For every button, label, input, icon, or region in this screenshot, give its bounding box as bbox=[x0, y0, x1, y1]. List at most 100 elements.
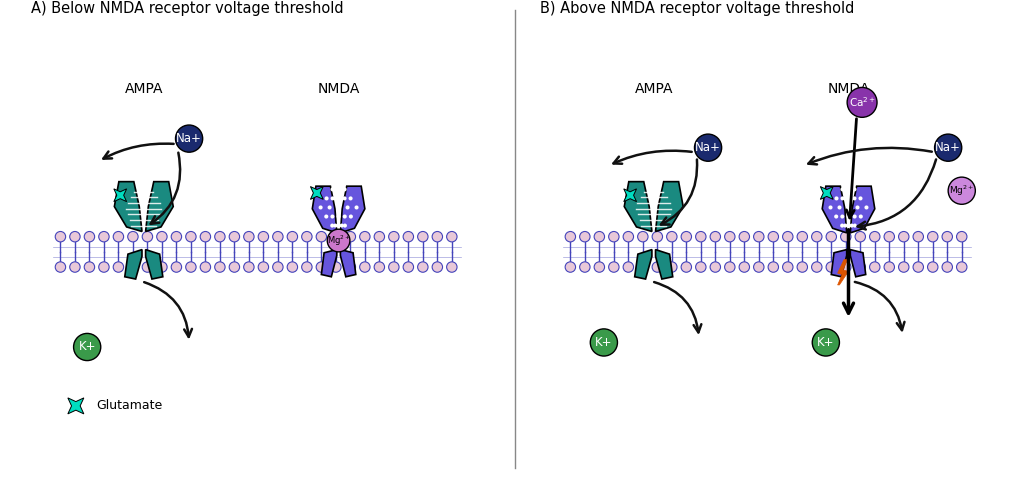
Circle shape bbox=[710, 262, 721, 272]
Circle shape bbox=[898, 231, 909, 242]
Circle shape bbox=[345, 206, 349, 209]
Circle shape bbox=[302, 231, 312, 242]
Circle shape bbox=[418, 262, 428, 272]
Circle shape bbox=[334, 187, 338, 191]
Circle shape bbox=[913, 262, 924, 272]
Text: NMDA: NMDA bbox=[827, 82, 869, 96]
Circle shape bbox=[334, 224, 338, 228]
Circle shape bbox=[864, 206, 868, 209]
Polygon shape bbox=[822, 186, 847, 233]
Circle shape bbox=[157, 231, 167, 242]
Circle shape bbox=[942, 262, 952, 272]
Circle shape bbox=[852, 196, 856, 200]
Polygon shape bbox=[625, 182, 652, 231]
Circle shape bbox=[55, 262, 66, 272]
Circle shape bbox=[847, 206, 851, 209]
Circle shape bbox=[331, 262, 341, 272]
Circle shape bbox=[418, 231, 428, 242]
Circle shape bbox=[446, 262, 457, 272]
Polygon shape bbox=[655, 182, 683, 231]
Circle shape bbox=[667, 231, 677, 242]
Circle shape bbox=[594, 231, 604, 242]
Circle shape bbox=[331, 196, 335, 200]
Circle shape bbox=[328, 206, 332, 209]
Circle shape bbox=[374, 231, 385, 242]
Circle shape bbox=[594, 262, 604, 272]
Circle shape bbox=[855, 262, 865, 272]
Circle shape bbox=[374, 262, 385, 272]
Circle shape bbox=[652, 231, 663, 242]
Circle shape bbox=[695, 262, 706, 272]
Circle shape bbox=[244, 231, 254, 242]
Circle shape bbox=[754, 231, 764, 242]
Circle shape bbox=[898, 262, 909, 272]
Circle shape bbox=[869, 262, 880, 272]
Text: Na+: Na+ bbox=[695, 141, 721, 154]
Polygon shape bbox=[145, 250, 163, 279]
Circle shape bbox=[710, 231, 721, 242]
Circle shape bbox=[928, 262, 938, 272]
Circle shape bbox=[826, 262, 837, 272]
Circle shape bbox=[695, 231, 706, 242]
Circle shape bbox=[812, 262, 822, 272]
Polygon shape bbox=[838, 260, 849, 285]
Circle shape bbox=[200, 262, 211, 272]
Circle shape bbox=[70, 262, 80, 272]
Circle shape bbox=[272, 262, 283, 272]
Circle shape bbox=[652, 262, 663, 272]
Circle shape bbox=[681, 231, 691, 242]
Circle shape bbox=[287, 262, 298, 272]
Circle shape bbox=[325, 196, 329, 200]
Polygon shape bbox=[655, 250, 673, 279]
Text: K+: K+ bbox=[817, 336, 835, 349]
Circle shape bbox=[725, 231, 735, 242]
Text: Ca$^{2+}$: Ca$^{2+}$ bbox=[849, 96, 876, 109]
Circle shape bbox=[128, 231, 138, 242]
Circle shape bbox=[343, 215, 347, 218]
Circle shape bbox=[316, 231, 327, 242]
Text: A) Below NMDA receptor voltage threshold: A) Below NMDA receptor voltage threshold bbox=[31, 0, 343, 15]
Polygon shape bbox=[68, 398, 84, 414]
Circle shape bbox=[84, 231, 94, 242]
Circle shape bbox=[828, 206, 833, 209]
Circle shape bbox=[739, 231, 750, 242]
Circle shape bbox=[838, 206, 842, 209]
Circle shape bbox=[565, 231, 575, 242]
Circle shape bbox=[287, 231, 298, 242]
Circle shape bbox=[349, 215, 353, 218]
Circle shape bbox=[826, 231, 837, 242]
Circle shape bbox=[258, 262, 268, 272]
Circle shape bbox=[340, 187, 344, 191]
Circle shape bbox=[215, 231, 225, 242]
Circle shape bbox=[142, 262, 153, 272]
Circle shape bbox=[850, 224, 854, 228]
Circle shape bbox=[797, 262, 808, 272]
Circle shape bbox=[853, 215, 857, 218]
Polygon shape bbox=[310, 186, 324, 199]
Circle shape bbox=[850, 187, 854, 191]
Text: Na+: Na+ bbox=[176, 132, 202, 145]
Polygon shape bbox=[850, 186, 874, 233]
Polygon shape bbox=[850, 250, 865, 277]
Circle shape bbox=[956, 231, 967, 242]
Circle shape bbox=[340, 224, 344, 228]
Circle shape bbox=[847, 224, 851, 228]
Circle shape bbox=[354, 206, 358, 209]
Circle shape bbox=[624, 262, 634, 272]
Polygon shape bbox=[145, 182, 173, 231]
Circle shape bbox=[343, 187, 347, 191]
Circle shape bbox=[884, 262, 895, 272]
Circle shape bbox=[835, 215, 839, 218]
Circle shape bbox=[859, 215, 863, 218]
Circle shape bbox=[841, 262, 851, 272]
Circle shape bbox=[229, 231, 240, 242]
Circle shape bbox=[389, 231, 399, 242]
Circle shape bbox=[171, 262, 181, 272]
Circle shape bbox=[331, 187, 335, 191]
Circle shape bbox=[98, 231, 110, 242]
Circle shape bbox=[74, 333, 100, 360]
Circle shape bbox=[768, 262, 778, 272]
Circle shape bbox=[847, 187, 851, 191]
Circle shape bbox=[200, 231, 211, 242]
Circle shape bbox=[345, 262, 355, 272]
